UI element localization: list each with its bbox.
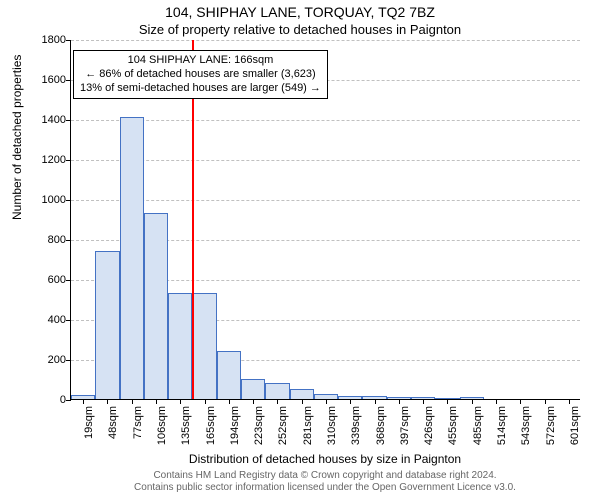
x-tick-mark [229,399,230,404]
x-tick-mark [375,399,376,404]
y-tick-label: 0 [26,394,66,406]
histogram-bar [120,117,144,399]
x-tick-mark [496,399,497,404]
y-tick-mark [66,280,71,281]
gridline [71,200,580,201]
y-tick-mark [66,160,71,161]
y-tick-label: 400 [26,314,66,326]
annotation-box: 104 SHIPHAY LANE: 166sqm← 86% of detache… [73,50,328,99]
x-tick-mark [83,399,84,404]
y-tick-label: 1600 [26,74,66,86]
y-tick-mark [66,400,71,401]
y-tick-mark [66,240,71,241]
x-tick-mark [472,399,473,404]
plot-area: 19sqm48sqm77sqm106sqm135sqm165sqm194sqm2… [70,40,580,400]
histogram-bar [144,213,168,399]
y-tick-label: 1800 [26,34,66,46]
annotation-line: ← 86% of detached houses are smaller (3,… [80,68,321,82]
y-tick-label: 800 [26,234,66,246]
chart-footer: Contains HM Land Registry data © Crown c… [70,470,580,494]
x-tick-mark [326,399,327,404]
histogram-bar [192,293,216,399]
x-tick-mark [447,399,448,404]
histogram-bar [95,251,119,399]
x-tick-mark [205,399,206,404]
annotation-line: 104 SHIPHAY LANE: 166sqm [80,54,321,68]
y-tick-label: 1200 [26,154,66,166]
histogram-bar [265,383,289,399]
histogram-bar [290,389,314,399]
x-tick-mark [569,399,570,404]
y-tick-mark [66,120,71,121]
histogram-bar [168,293,192,399]
x-tick-mark [545,399,546,404]
histogram-bar [241,379,265,399]
y-tick-label: 1400 [26,114,66,126]
x-tick-mark [132,399,133,404]
y-tick-label: 600 [26,274,66,286]
x-tick-mark [520,399,521,404]
y-axis-label: Number of detached properties [10,55,24,220]
x-tick-mark [107,399,108,404]
y-tick-label: 200 [26,354,66,366]
footer-line-1: Contains HM Land Registry data © Crown c… [70,470,580,482]
x-tick-mark [277,399,278,404]
chart-title: 104, SHIPHAY LANE, TORQUAY, TQ2 7BZ [0,4,600,20]
x-tick-mark [399,399,400,404]
y-tick-label: 1000 [26,194,66,206]
y-tick-mark [66,360,71,361]
histogram-bar [217,351,241,399]
chart-container: 104, SHIPHAY LANE, TORQUAY, TQ2 7BZ Size… [0,0,600,500]
x-tick-mark [180,399,181,404]
footer-line-2: Contains public sector information licen… [70,482,580,494]
x-tick-mark [350,399,351,404]
gridline [71,120,580,121]
gridline [71,40,580,41]
x-tick-mark [423,399,424,404]
y-tick-mark [66,80,71,81]
x-tick-mark [156,399,157,404]
x-axis-label: Distribution of detached houses by size … [70,452,580,466]
x-tick-mark [253,399,254,404]
gridline [71,160,580,161]
chart-subtitle: Size of property relative to detached ho… [0,22,600,37]
annotation-line: 13% of semi-detached houses are larger (… [80,82,321,96]
y-tick-mark [66,320,71,321]
y-tick-mark [66,200,71,201]
x-tick-mark [302,399,303,404]
y-tick-mark [66,40,71,41]
